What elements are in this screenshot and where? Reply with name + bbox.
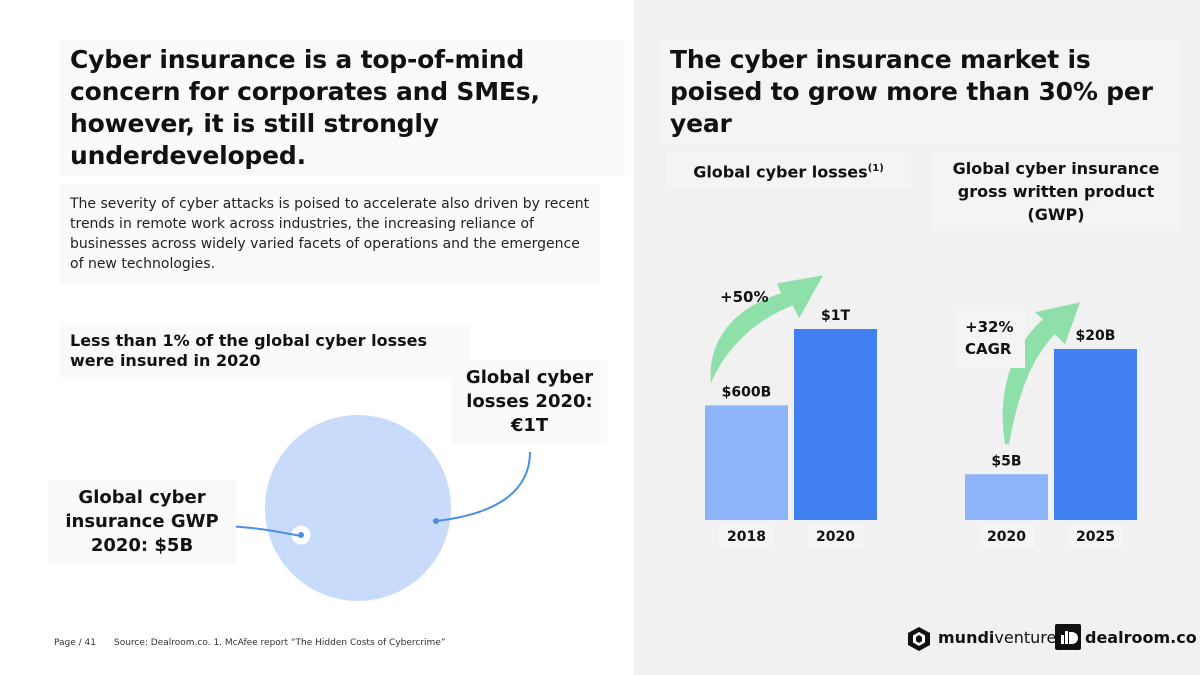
left-body-text: The severity of cyber attacks is poised … (60, 184, 600, 284)
chart1-title-text: Global cyber losses (693, 162, 868, 182)
chart1-data-label-2018: $600B (722, 384, 772, 400)
mundi-ventures-logo: mundiventures (938, 627, 1065, 649)
chart1-tick-bg-0 (719, 524, 774, 548)
chart2-growth-label-bg (955, 310, 1025, 368)
insured-share-text: Less than 1% of the global cyber losses … (60, 325, 470, 377)
losses-bubble (265, 415, 451, 601)
chart1-footnote-ref: (1) (867, 163, 884, 174)
chart1-data-label-2020: $1T (821, 308, 850, 324)
chart1-bar-2020 (794, 329, 877, 520)
chart2-growth-label-line1: +32% (965, 318, 1013, 336)
chart1-svg: $600B 2018 $1T 2020 +50% (705, 275, 877, 548)
chart2-growth-label-line2: CAGR (965, 340, 1012, 358)
mundi-logo-icon (908, 627, 930, 651)
gwp-callout: Global cyber insurance GWP 2020: $5B (48, 480, 236, 564)
losses-callout: Global cyber losses 2020: €1T (452, 360, 607, 444)
chart1-title: Global cyber losses(1) (666, 152, 911, 189)
chart1-growth-label: +50% (720, 288, 768, 306)
chart1-tick-bg-1 (808, 524, 863, 548)
chart1-bar-2018 (705, 405, 788, 520)
chart2-svg: $5B 2020 $20B 2025 +32% CAGR (955, 302, 1137, 548)
losses-connector (435, 451, 531, 522)
chart2-tick-bg-1 (1068, 524, 1123, 548)
chart2-tick-2025: 2025 (1076, 529, 1115, 545)
dealroom-logo-icon (1055, 624, 1081, 650)
chart2-tick-bg-0 (979, 524, 1034, 548)
losses-connector-dot (433, 518, 439, 524)
chart1-tick-2020: 2020 (816, 529, 855, 545)
chart2-bar-2025 (1054, 349, 1137, 520)
mundi-logo-rest: ventures (994, 628, 1065, 647)
mundi-logo-bold: mundi (938, 628, 995, 647)
right-title: The cyber insurance market is poised to … (660, 40, 1180, 144)
chart2-data-label-2025: $20B (1076, 328, 1116, 344)
source-note: Source: Dealroom.co. 1. McAfee report “T… (114, 638, 446, 648)
chart2-tick-2020: 2020 (987, 529, 1026, 545)
dealroom-logo: dealroom.co (1085, 628, 1197, 647)
footer: Page / 41 Source: Dealroom.co. 1. McAfee … (54, 638, 464, 648)
page-number: Page / 41 (54, 638, 96, 648)
chart1-tick-2018: 2018 (727, 529, 766, 545)
chart2-data-label-2020: $5B (991, 453, 1021, 469)
chart2-title: Global cyber insurance gross written pro… (932, 152, 1180, 231)
chart1-growth-arrow (710, 275, 823, 384)
chart2-bar-2020 (965, 474, 1048, 520)
chart2-growth-arrow (1002, 302, 1080, 445)
left-title: Cyber insurance is a top-of-mind concern… (60, 40, 625, 176)
bubble-chart (217, 415, 531, 601)
